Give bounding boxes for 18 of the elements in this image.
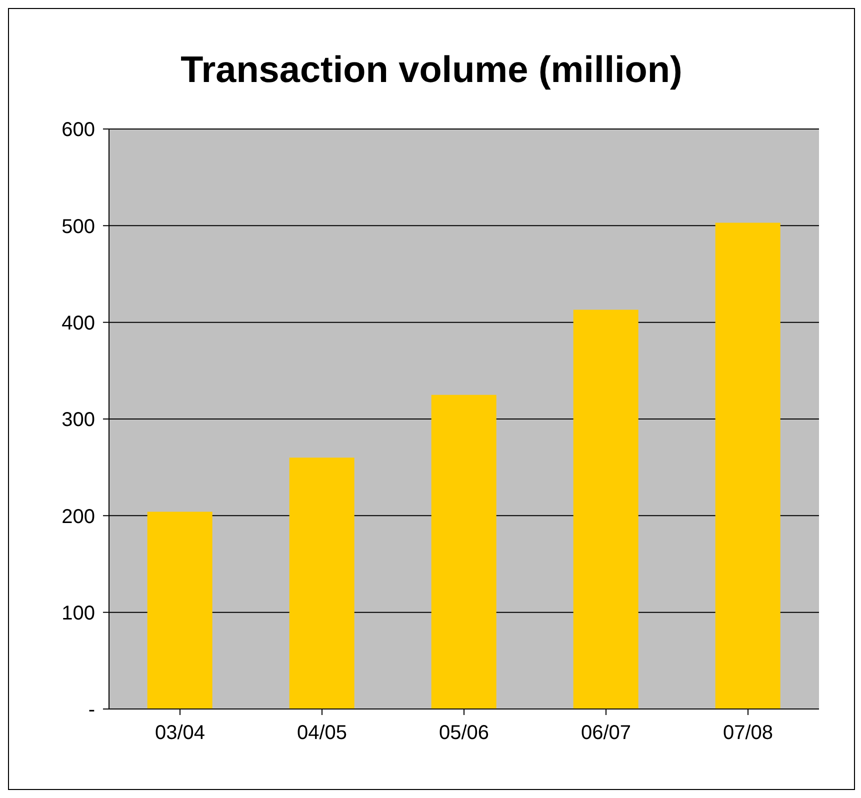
x-tick-label: 07/08 [722, 722, 774, 744]
y-tick-label: - [88, 699, 95, 722]
bar [715, 222, 780, 709]
bar [289, 458, 354, 709]
y-tick-label: 100 [62, 602, 95, 624]
x-tick-label: 03/04 [154, 722, 206, 744]
x-tick-label: 06/07 [580, 722, 632, 744]
bar [147, 512, 212, 709]
y-tick-label: 400 [62, 312, 95, 334]
x-tick-label: 05/06 [438, 722, 490, 744]
bar [431, 394, 496, 709]
y-tick-label: 500 [62, 216, 95, 238]
y-tick-label: 200 [62, 506, 95, 528]
x-tick-label: 04/05 [296, 722, 348, 744]
bar [573, 310, 638, 709]
chart-title: Transaction volume (million) [180, 48, 684, 92]
y-tick-label: 300 [62, 409, 95, 432]
y-tick-label: 600 [62, 119, 95, 142]
